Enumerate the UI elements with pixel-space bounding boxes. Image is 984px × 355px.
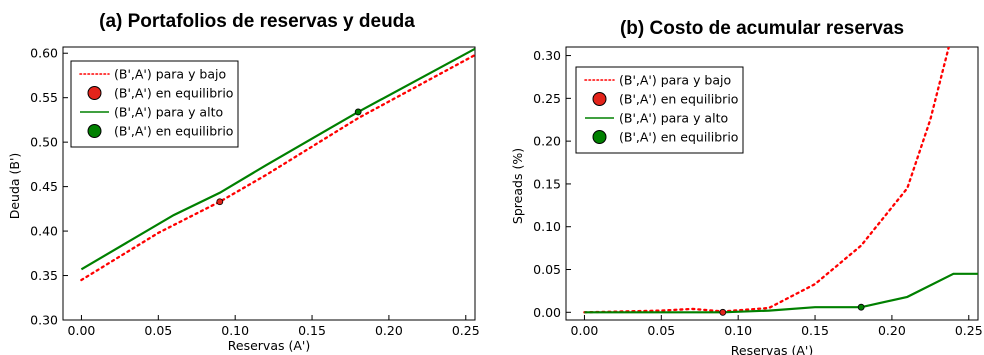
legend-label: (B',A') para y bajo [114, 67, 226, 82]
x-tick-label: 0.10 [221, 323, 249, 338]
panel-b-legend: (B',A') para y bajo (B',A') en equilibrio… [575, 66, 744, 154]
panel-a-title: (a) Portafolios de reservas y deuda [99, 11, 415, 32]
legend-label: (B',A') en equilibrio [619, 92, 738, 107]
panel-a-series [80, 47, 475, 282]
y-tick-label: 0.30 [30, 313, 58, 328]
x-tick-label: 0.05 [647, 323, 675, 338]
series-line-high-solid [80, 47, 475, 271]
panel-b: (b) Costo de acumular reservas 0.00 0.05 0… [510, 18, 983, 355]
legend-label: (B',A') para y alto [619, 111, 728, 126]
y-tick-label: 0.35 [30, 268, 58, 283]
equilibrium-point [354, 108, 362, 116]
panel-b-x-ticks: 0.00 0.05 0.10 0.15 0.20 0.25 [571, 315, 983, 338]
y-tick-label: 0.40 [30, 224, 58, 239]
y-tick-label: 0.60 [30, 46, 58, 61]
x-tick-label: 0.10 [724, 323, 752, 338]
x-tick-label: 0.15 [801, 323, 829, 338]
x-tick-label: 0.00 [571, 323, 599, 338]
equilibrium-point [857, 303, 865, 311]
panel-a-x-ticks: 0.00 0.05 0.10 0.15 0.20 0.25 [68, 315, 480, 338]
y-tick-label: 0.10 [533, 219, 561, 234]
legend-swatch-marker [592, 130, 607, 144]
legend-swatch-marker [592, 92, 607, 106]
panel-a-y-axis-label: Deuda (B') [7, 153, 22, 220]
series-line-low-dotted [583, 47, 950, 314]
panel-b-y-axis-label: Spreads (%) [510, 148, 525, 224]
equilibrium-point [216, 198, 224, 206]
series-line-low-dotted [80, 53, 475, 282]
panel-a: (a) Portafolios de reservas y deuda 0.00… [7, 11, 480, 353]
y-tick-label: 0.25 [533, 91, 561, 106]
panel-b-series [583, 47, 978, 316]
legend-label: (B',A') para y alto [114, 105, 223, 120]
x-tick-label: 0.05 [144, 323, 172, 338]
panel-a-plot-frame [62, 46, 476, 321]
legend-label: (B',A') en equilibrio [114, 86, 233, 101]
series-line-high-solid [584, 272, 978, 314]
y-tick-label: 0.15 [533, 176, 561, 191]
legend-label: (B',A') en equilibrio [619, 130, 738, 145]
panel-a-legend: (B',A') para y bajo (B',A') en equilibrio… [70, 60, 239, 148]
y-tick-label: 0.00 [533, 305, 561, 320]
y-tick-label: 0.50 [30, 135, 58, 150]
x-tick-label: 0.20 [375, 323, 403, 338]
x-tick-label: 0.25 [452, 323, 480, 338]
x-tick-label: 0.25 [955, 323, 983, 338]
panel-a-x-axis-label: Reservas (A') [228, 338, 310, 353]
panel-b-title: (b) Costo de acumular reservas [620, 18, 904, 39]
series-lines [80, 47, 475, 282]
y-tick-label: 0.20 [533, 134, 561, 149]
legend-label: (B',A') para y bajo [619, 73, 731, 88]
y-tick-label: 0.45 [30, 179, 58, 194]
y-tick-label: 0.30 [533, 48, 561, 63]
x-tick-label: 0.00 [68, 323, 96, 338]
legend-swatch-marker [87, 86, 102, 100]
y-tick-label: 0.55 [30, 90, 58, 105]
legend-swatch-marker [87, 124, 102, 138]
panel-b-x-axis-label: Reservas (A') [731, 343, 813, 355]
y-tick-label: 0.05 [533, 262, 561, 277]
x-tick-label: 0.20 [878, 323, 906, 338]
series-lines [583, 47, 978, 314]
equilibrium-point [719, 308, 727, 316]
legend-label: (B',A') en equilibrio [114, 124, 233, 139]
x-tick-label: 0.15 [298, 323, 326, 338]
panel-b-y-ticks: 0.00 0.05 0.10 0.15 0.20 0.25 0.30 [533, 48, 571, 320]
panel-a-y-ticks: 0.30 0.35 0.40 0.45 0.50 0.55 0.60 [30, 46, 68, 328]
